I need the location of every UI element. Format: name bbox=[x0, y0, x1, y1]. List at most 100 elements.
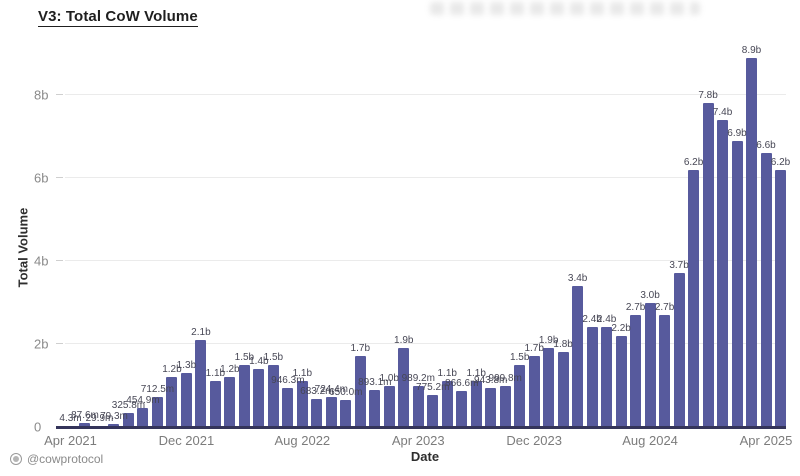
bar-aug-2022 bbox=[296, 381, 308, 427]
y-gridline bbox=[65, 94, 786, 95]
bar-aug-2021 bbox=[122, 413, 134, 427]
attribution-handle: @cowprotocol bbox=[27, 452, 104, 466]
x-tick-label: Apr 2023 bbox=[391, 433, 445, 448]
bar-value-label: 989.2m bbox=[401, 372, 435, 384]
bar-feb-2022 bbox=[209, 381, 221, 427]
bar-value-label: 1.1b bbox=[205, 368, 226, 380]
bar-aug-2024 bbox=[644, 302, 656, 427]
bar-nov-2021 bbox=[166, 377, 178, 427]
bar-value-label: 712.5m bbox=[140, 384, 175, 396]
bar-value-label: 325.8m bbox=[111, 400, 146, 412]
bar-value-label: 2.1b bbox=[191, 326, 211, 338]
bar-jul-2021 bbox=[108, 423, 120, 427]
bar-value-label: 724.4m bbox=[314, 383, 348, 395]
bar-value-label: 1.4b bbox=[249, 355, 269, 367]
y-tick-mark bbox=[56, 177, 63, 178]
bar-apr-2025 bbox=[760, 153, 772, 427]
bar-jun-2024 bbox=[615, 335, 627, 427]
bar-mar-2025 bbox=[746, 57, 758, 427]
bar-value-label: 29.9m bbox=[85, 412, 114, 424]
bar-value-label: 7.4b bbox=[712, 106, 733, 118]
bar-value-label: 3.0b bbox=[640, 289, 660, 301]
y-tick-label: 4b bbox=[34, 253, 49, 269]
bar-value-label: 2.7b bbox=[625, 301, 646, 313]
y-tick-mark bbox=[56, 94, 63, 95]
y-axis-title: Total Volume bbox=[15, 207, 31, 288]
bar-jan-2024 bbox=[543, 348, 555, 427]
bar-value-label: 1.9b bbox=[394, 335, 414, 347]
bar-mar-2024 bbox=[572, 285, 584, 427]
x-tick-label: Apr 2021 bbox=[44, 433, 97, 448]
y-tick-mark bbox=[56, 343, 63, 344]
bar-oct-2023 bbox=[499, 385, 511, 427]
y-gridline bbox=[65, 260, 786, 261]
bar-value-label: 8.9b bbox=[741, 44, 762, 56]
x-tick-label: Aug 2022 bbox=[274, 433, 331, 448]
bar-value-label: 1.1b bbox=[437, 368, 457, 380]
bar-may-2022 bbox=[253, 368, 265, 427]
bar-value-label: 683.2m bbox=[300, 385, 334, 397]
bar-value-label: 2.2b bbox=[611, 322, 631, 334]
x-tick-label: Apr 2025 bbox=[739, 433, 793, 448]
bar-dec-2022 bbox=[354, 356, 366, 427]
bar-value-label: 1.5b bbox=[509, 351, 530, 363]
bar-may-2023 bbox=[427, 394, 439, 427]
bar-oct-2022 bbox=[325, 396, 337, 427]
bar-may-2024 bbox=[601, 327, 613, 427]
bar-value-label: 943.8m bbox=[474, 374, 508, 386]
bar-value-label: 1.0b bbox=[379, 372, 399, 384]
bar-jul-2024 bbox=[630, 314, 642, 427]
bar-aug-2023 bbox=[470, 381, 482, 427]
bar-value-label: 1.1b bbox=[466, 368, 486, 380]
bar-value-label: 775.2m bbox=[416, 381, 450, 393]
bar-apr-2022 bbox=[238, 364, 250, 427]
x-tick-label: Dec 2021 bbox=[158, 433, 215, 448]
bar-value-label: 866.6m bbox=[445, 378, 479, 390]
bar-jun-2023 bbox=[441, 381, 453, 427]
bar-jul-2022 bbox=[282, 387, 294, 427]
bar-value-label: 1.5b bbox=[234, 351, 255, 363]
bar-value-label: 1.2b bbox=[220, 364, 240, 376]
y-gridline bbox=[65, 343, 786, 344]
bar-value-label: 6.2b bbox=[770, 156, 791, 168]
cowprotocol-logo-icon bbox=[10, 453, 22, 465]
bar-value-label: 1.3b bbox=[176, 360, 197, 372]
bar-jul-2023 bbox=[456, 391, 468, 427]
bar-value-label: 1.2b bbox=[162, 364, 182, 376]
bar-nov-2024 bbox=[688, 169, 700, 427]
bar-oct-2021 bbox=[151, 397, 163, 427]
x-tick-label: Aug 2024 bbox=[622, 433, 678, 448]
bar-value-label: 1.9b bbox=[538, 335, 559, 347]
bar-jun-2022 bbox=[267, 364, 279, 427]
bar-dec-2024 bbox=[702, 103, 714, 427]
bar-value-label: 1.7b bbox=[350, 343, 371, 355]
bar-value-label: 6.6b bbox=[756, 140, 776, 152]
bar-jan-2023 bbox=[369, 389, 381, 427]
y-tick-mark bbox=[56, 260, 63, 261]
blurred-text-artifact bbox=[430, 2, 700, 15]
bar-value-label: 87.6m bbox=[71, 410, 99, 422]
attribution-footer: @cowprotocol bbox=[10, 452, 103, 466]
bar-may-2021 bbox=[79, 423, 91, 427]
bar-feb-2025 bbox=[731, 140, 743, 427]
x-tick-label: Dec 2023 bbox=[506, 433, 562, 448]
bar-value-label: 2.7b bbox=[654, 301, 675, 313]
chart-title: V3: Total CoW Volume bbox=[38, 8, 198, 27]
bar-value-label: 1.5b bbox=[263, 351, 284, 363]
y-tick-label: 6b bbox=[34, 170, 49, 186]
bar-nov-2023 bbox=[514, 364, 526, 427]
bar-value-label: 6.2b bbox=[683, 156, 704, 168]
bar-value-label: 79.3m bbox=[100, 410, 128, 422]
bar-sep-2021 bbox=[137, 408, 149, 427]
bar-oct-2024 bbox=[673, 273, 685, 427]
bar-value-label: 946.3m bbox=[271, 374, 305, 386]
bar-value-label: 650.0m bbox=[329, 387, 363, 399]
bar-value-label: 2.4b bbox=[596, 314, 617, 326]
bar-apr-2023 bbox=[412, 385, 424, 427]
bar-feb-2023 bbox=[383, 385, 395, 427]
bar-sep-2022 bbox=[311, 398, 323, 427]
bar-value-label: 893.1m bbox=[358, 376, 392, 388]
bar-mar-2022 bbox=[224, 377, 236, 427]
bar-sep-2023 bbox=[485, 387, 497, 427]
bar-value-label: 7.8b bbox=[698, 90, 718, 102]
